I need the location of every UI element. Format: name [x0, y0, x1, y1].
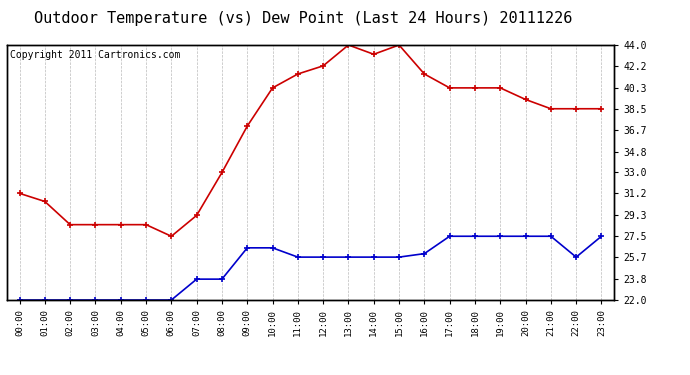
- Text: Copyright 2011 Cartronics.com: Copyright 2011 Cartronics.com: [10, 50, 180, 60]
- Text: Outdoor Temperature (vs) Dew Point (Last 24 Hours) 20111226: Outdoor Temperature (vs) Dew Point (Last…: [34, 11, 573, 26]
